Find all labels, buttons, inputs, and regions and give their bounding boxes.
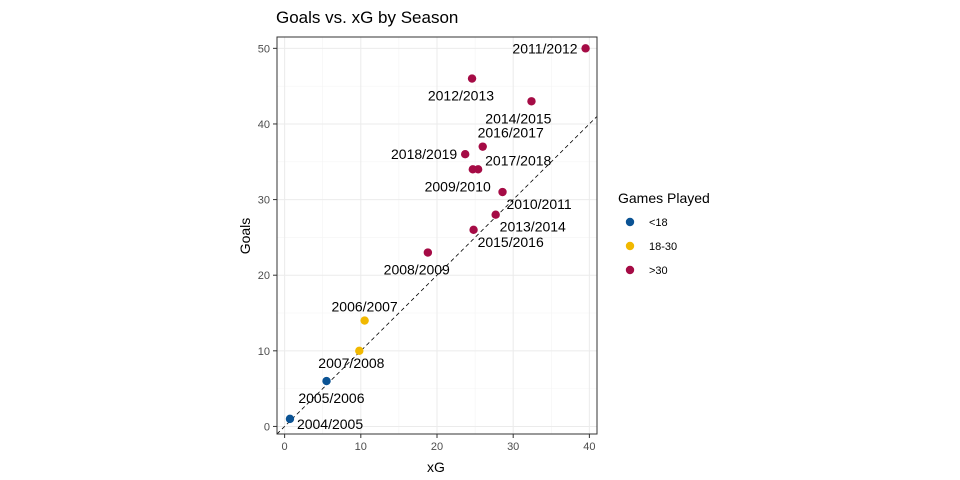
data-point	[469, 225, 478, 235]
data-label: 2004/2005	[297, 416, 363, 432]
legend-title: Games Played	[618, 190, 710, 206]
chart-title: Goals vs. xG by Season	[276, 8, 458, 27]
data-point	[322, 376, 331, 386]
data-label: 2017/2018	[485, 152, 551, 168]
data-point	[491, 210, 500, 219]
legend: Games Played <18 18-30 >30	[618, 190, 710, 277]
y-tick-label: 50	[258, 43, 270, 55]
data-point	[285, 414, 295, 424]
data-point	[460, 150, 470, 159]
legend-swatch	[625, 241, 635, 251]
x-tick-label: 0	[282, 441, 288, 453]
legend-label: 18-30	[649, 241, 677, 253]
data-label: 2009/2010	[425, 178, 491, 194]
y-axis-ticks: 0 10 20 30 40 50	[258, 43, 277, 433]
data-label: 2018/2019	[391, 146, 457, 162]
x-tick-label: 40	[583, 441, 595, 453]
data-point	[355, 346, 364, 356]
legend-items: <18 18-30 >30	[625, 217, 677, 277]
data-point	[527, 97, 536, 106]
data-label: 2006/2007	[332, 299, 398, 315]
data-labels: 2004/2005 2005/2006 2007/2008 2006/2007 2008…	[297, 40, 578, 432]
data-label: 2008/2009	[384, 262, 450, 278]
y-tick-label: 10	[258, 346, 270, 358]
data-points	[285, 44, 590, 424]
data-point	[478, 142, 487, 151]
y-tick-label: 0	[264, 421, 270, 433]
data-label: 2007/2008	[318, 355, 384, 371]
data-point	[581, 44, 590, 53]
x-tick-label: 30	[507, 441, 519, 453]
data-point	[467, 74, 477, 83]
data-label: 2016/2017	[478, 125, 544, 141]
y-tick-label: 30	[258, 195, 270, 207]
data-label: 2010/2011	[507, 196, 572, 212]
x-axis-title: xG	[427, 459, 445, 475]
data-label: 2005/2006	[298, 390, 364, 406]
x-tick-label: 20	[431, 441, 443, 453]
data-point	[360, 316, 369, 325]
legend-label: <18	[649, 217, 668, 229]
y-tick-label: 20	[258, 270, 270, 282]
x-tick-label: 10	[355, 441, 367, 453]
data-point	[423, 248, 433, 257]
data-label: 2012/2013	[428, 88, 494, 104]
grid-major	[277, 37, 597, 434]
x-axis-ticks: 0 10 20 30 40	[282, 434, 596, 453]
data-label: 2015/2016	[478, 234, 544, 250]
y-tick-label: 40	[258, 119, 270, 131]
data-label: 2013/2014	[500, 219, 566, 235]
data-point	[498, 187, 507, 197]
legend-label: >30	[649, 265, 668, 277]
legend-swatch	[625, 217, 635, 227]
data-label: 2011/2012	[512, 40, 577, 56]
plot-area: 2004/2005 2005/2006 2007/2008 2006/2007 2008…	[276, 36, 598, 435]
legend-swatch	[625, 265, 635, 275]
reference-line	[276, 116, 598, 435]
data-point	[473, 165, 483, 174]
y-axis-title: Goals	[237, 218, 253, 255]
data-label: 2014/2015	[485, 110, 551, 126]
